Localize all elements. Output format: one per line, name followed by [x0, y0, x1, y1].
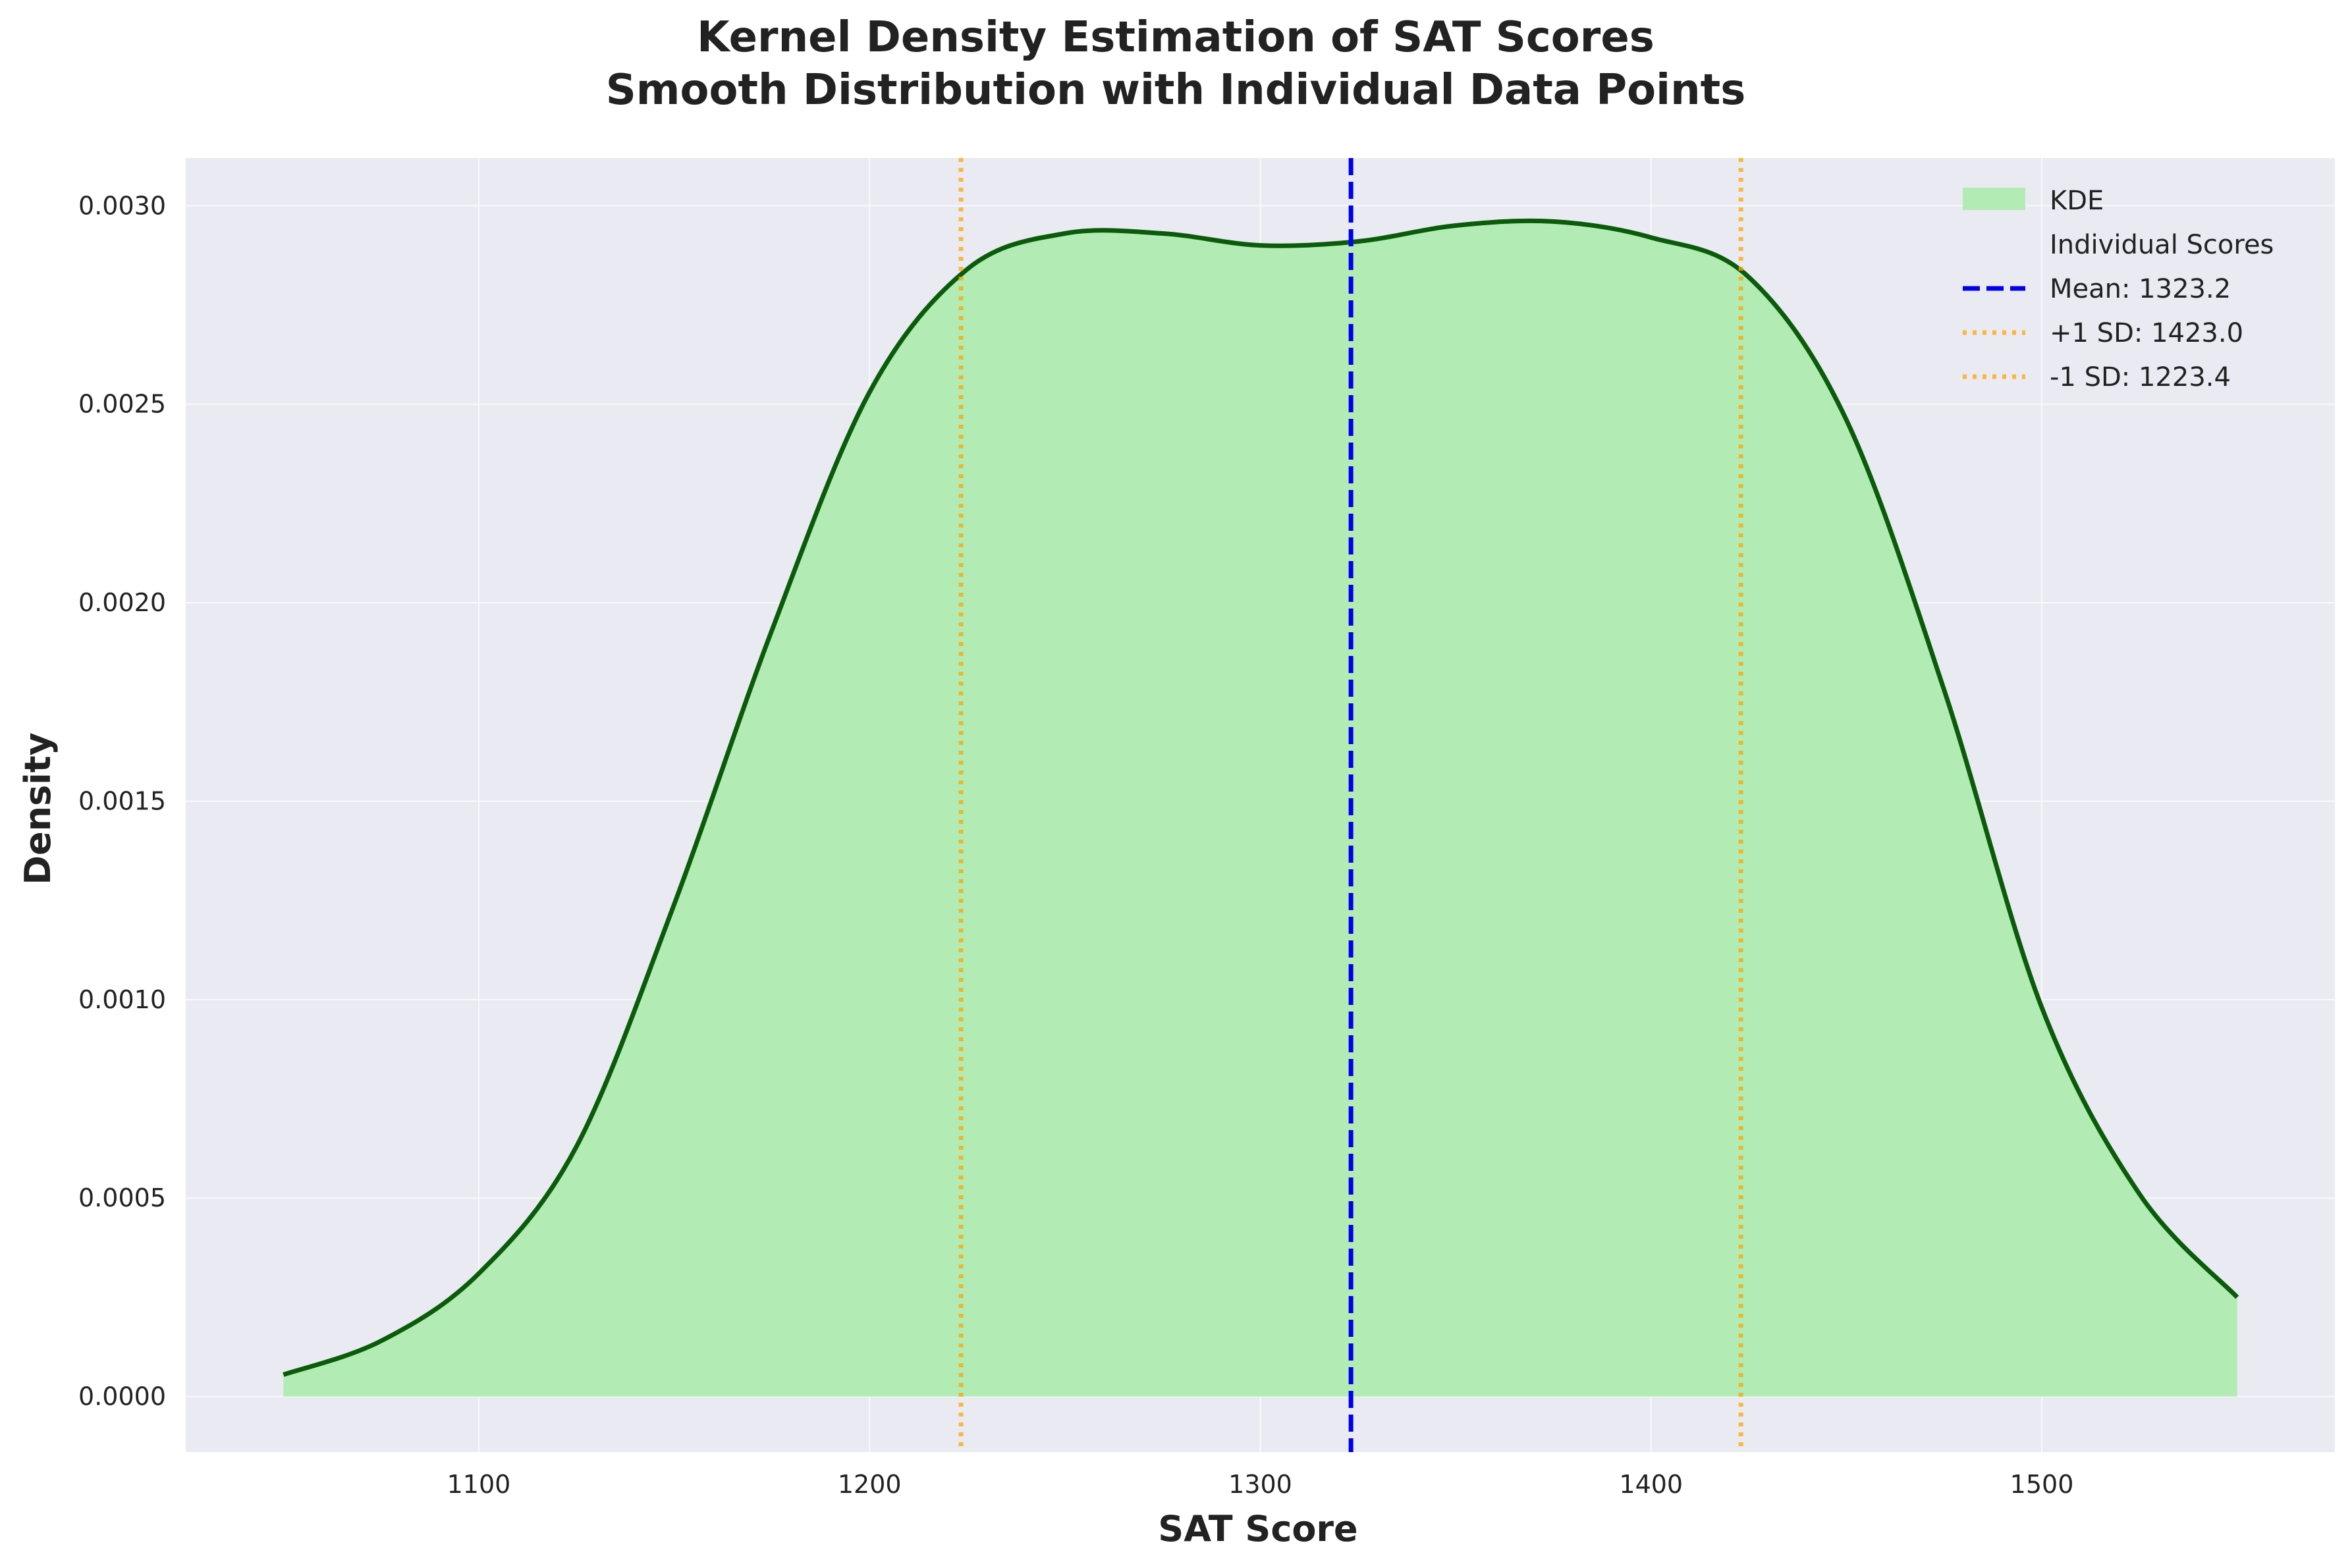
- legend-kde-label: KDE: [2050, 186, 2104, 216]
- y-tick-label: 0.0030: [78, 191, 166, 220]
- y-tick-label: 0.0005: [78, 1183, 166, 1212]
- legend-mean-label: Mean: 1323.2: [2050, 274, 2231, 304]
- chart-title-line2: Smooth Distribution with Individual Data…: [606, 66, 1746, 115]
- x-tick-label: 1300: [1228, 1470, 1292, 1499]
- legend: KDE Individual Scores Mean: 1323.2 +1 SD…: [1963, 186, 2274, 392]
- y-tick-label: 0.0025: [78, 390, 166, 419]
- legend-kde-swatch: [1963, 188, 2025, 210]
- y-tick-label: 0.0015: [78, 786, 166, 815]
- x-tick-label: 1100: [447, 1470, 511, 1499]
- legend-minus-sd-label: -1 SD: 1223.4: [2050, 362, 2231, 392]
- x-tick-label: 1500: [2010, 1470, 2074, 1499]
- y-tick-label: 0.0010: [78, 985, 166, 1014]
- kde-fill: [283, 221, 2237, 1397]
- series-layer: [283, 158, 2239, 1452]
- y-tick-label: 0.0000: [78, 1382, 166, 1411]
- legend-plus-sd-label: +1 SD: 1423.0: [2050, 318, 2243, 348]
- x-tick-label: 1400: [1619, 1470, 1683, 1499]
- x-tick-label: 1200: [838, 1470, 902, 1499]
- chart-title-line1: Kernel Density Estimation of SAT Scores: [697, 13, 1655, 62]
- y-axis-label: Density: [17, 732, 59, 885]
- legend-individual-label: Individual Scores: [2050, 230, 2274, 260]
- x-tick-labels: 1100 1200 1300 1400 1500: [447, 1470, 2074, 1499]
- y-tick-label: 0.0020: [78, 588, 166, 617]
- x-axis-label: SAT Score: [1158, 1508, 1357, 1550]
- y-tick-labels: 0.0000 0.0005 0.0010 0.0015 0.0020 0.0025 0.00…: [78, 191, 166, 1411]
- kde-line: [283, 218, 2239, 1377]
